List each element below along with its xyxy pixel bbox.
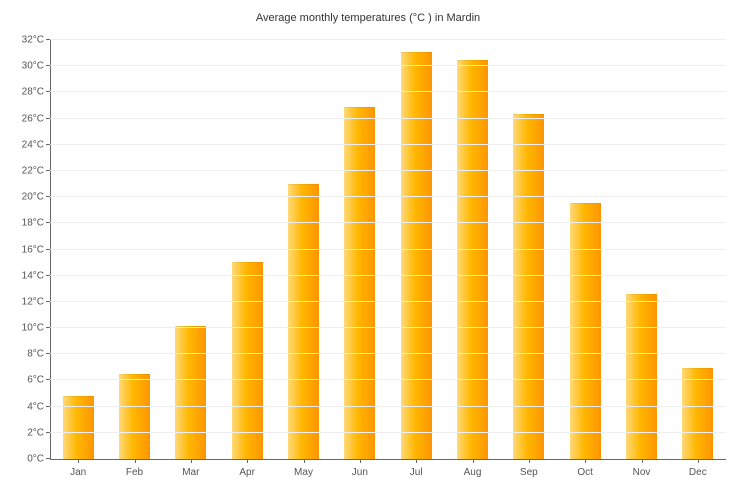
x-tick-label: Jan bbox=[70, 459, 86, 478]
y-tick-label: 22°C bbox=[22, 165, 50, 176]
y-tick-label: 32°C bbox=[22, 35, 50, 46]
chart-title: Average monthly temperatures (°C ) in Ma… bbox=[0, 12, 736, 24]
grid-line bbox=[50, 91, 726, 92]
x-tick-label: Apr bbox=[239, 459, 255, 478]
bar bbox=[232, 262, 263, 459]
y-tick-label: 14°C bbox=[22, 270, 50, 281]
bar bbox=[682, 368, 713, 459]
x-tick-label: Nov bbox=[633, 459, 651, 478]
y-tick-label: 18°C bbox=[22, 218, 50, 229]
y-tick-label: 10°C bbox=[22, 323, 50, 334]
y-tick-label: 16°C bbox=[22, 244, 50, 255]
grid-line bbox=[50, 118, 726, 119]
y-tick-label: 30°C bbox=[22, 61, 50, 72]
grid-line bbox=[50, 353, 726, 354]
grid-line bbox=[50, 301, 726, 302]
y-tick-label: 0°C bbox=[27, 454, 50, 465]
bar bbox=[626, 294, 657, 459]
bar bbox=[570, 203, 601, 459]
bar bbox=[288, 184, 319, 459]
y-tick-label: 6°C bbox=[27, 375, 50, 386]
plot-area: 0°C2°C4°C6°C8°C10°C12°C14°C16°C18°C20°C2… bbox=[50, 40, 726, 460]
grid-line bbox=[50, 144, 726, 145]
x-tick-label: Mar bbox=[182, 459, 199, 478]
y-tick-label: 4°C bbox=[27, 401, 50, 412]
grid-line bbox=[50, 275, 726, 276]
grid-line bbox=[50, 196, 726, 197]
y-tick-label: 8°C bbox=[27, 349, 50, 360]
x-tick-label: May bbox=[294, 459, 313, 478]
x-tick-label: Aug bbox=[464, 459, 482, 478]
x-tick-label: Dec bbox=[689, 459, 707, 478]
x-tick-label: Sep bbox=[520, 459, 538, 478]
x-tick-label: Oct bbox=[577, 459, 593, 478]
y-tick-label: 20°C bbox=[22, 192, 50, 203]
x-tick-label: Feb bbox=[126, 459, 143, 478]
grid-line bbox=[50, 406, 726, 407]
grid-line bbox=[50, 39, 726, 40]
x-tick-label: Jun bbox=[352, 459, 368, 478]
grid-line bbox=[50, 327, 726, 328]
grid-line bbox=[50, 379, 726, 380]
x-tick-label: Jul bbox=[410, 459, 423, 478]
temperature-bar-chart: Average monthly temperatures (°C ) in Ma… bbox=[0, 0, 736, 500]
y-tick-label: 24°C bbox=[22, 139, 50, 150]
bar bbox=[513, 114, 544, 459]
grid-line bbox=[50, 170, 726, 171]
bars-container bbox=[50, 40, 726, 459]
grid-line bbox=[50, 222, 726, 223]
bar bbox=[175, 326, 206, 459]
bar bbox=[401, 52, 432, 459]
bar bbox=[457, 60, 488, 459]
grid-line bbox=[50, 432, 726, 433]
y-tick-label: 26°C bbox=[22, 113, 50, 124]
y-tick-label: 2°C bbox=[27, 427, 50, 438]
grid-line bbox=[50, 249, 726, 250]
bar bbox=[119, 374, 150, 459]
y-tick-label: 12°C bbox=[22, 296, 50, 307]
grid-line bbox=[50, 65, 726, 66]
y-tick-label: 28°C bbox=[22, 87, 50, 98]
